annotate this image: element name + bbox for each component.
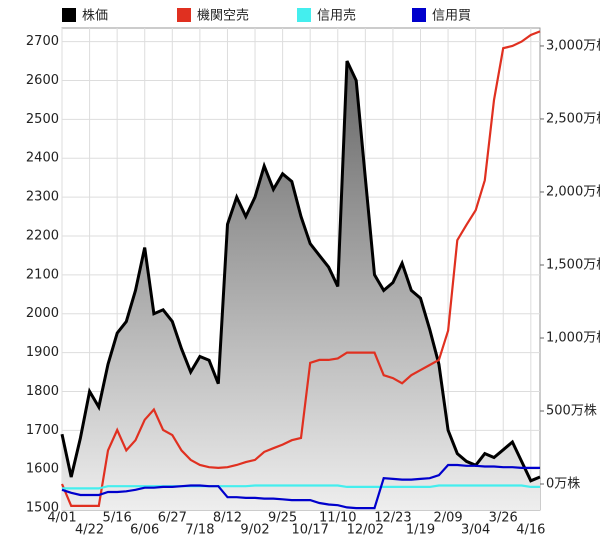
y-tick-label: 1600	[26, 462, 59, 477]
legend-label: 信用売	[317, 8, 356, 24]
x-tick-label: 8/12	[213, 511, 242, 526]
y-tick-label: 1900	[26, 345, 59, 360]
y-tick-label: 2300	[26, 190, 59, 205]
series-line	[60, 30, 541, 507]
x-tick-label: 12/02	[347, 523, 384, 538]
y-tick-label: 2400	[26, 151, 59, 166]
y-tick-label: 2200	[26, 228, 59, 243]
x-tick-label: 4/16	[516, 523, 545, 538]
price-area	[62, 61, 540, 510]
x-tick-label: 11/10	[319, 511, 356, 526]
legend-swatch	[412, 8, 426, 22]
legend-swatch	[62, 8, 76, 22]
series-line	[61, 463, 540, 510]
legend-label: 株価	[82, 9, 108, 24]
x-tick-label: 10/17	[291, 523, 328, 538]
y-tick-label: 1700	[26, 423, 59, 438]
x-tick-label: 4/01	[47, 511, 76, 526]
x-tick-label: 9/25	[268, 511, 297, 526]
x-tick-label: 3/04	[461, 523, 490, 538]
x-tick-label: 7/18	[185, 523, 214, 538]
y2-tick-label: 1,500万株	[546, 257, 600, 272]
legend-swatch	[177, 8, 191, 22]
x-tick-label: 9/02	[240, 523, 269, 538]
x-tick-label: 12/23	[374, 511, 411, 526]
y-tick-label: 2100	[26, 267, 59, 282]
x-tick-label: 3/26	[489, 511, 518, 526]
y-tick-label: 1500	[26, 501, 59, 516]
legend-label: 機関空売	[197, 8, 249, 24]
y-tick-label: 2500	[26, 112, 59, 127]
y-tick-label: 2600	[26, 73, 59, 88]
y2-tick-label: 2,500万株	[546, 111, 600, 126]
y2-tick-label: 500万株	[546, 404, 597, 419]
legend-swatch	[297, 8, 311, 22]
x-tick-label: 4/22	[75, 523, 104, 538]
x-tick-label: 1/19	[406, 523, 435, 538]
series-line	[60, 60, 541, 483]
y2-tick-label: 0万株	[546, 477, 580, 492]
x-tick-label: 6/06	[130, 523, 159, 538]
x-tick-label: 5/16	[103, 511, 132, 526]
y-tick-label: 1800	[26, 384, 59, 399]
x-tick-label: 6/27	[158, 511, 187, 526]
x-tick-label: 2/09	[433, 511, 462, 526]
legend-label: 信用買	[432, 9, 471, 24]
y-tick-label: 2000	[26, 306, 59, 321]
y-tick-label: 2700	[26, 34, 59, 49]
series-line	[62, 484, 540, 490]
